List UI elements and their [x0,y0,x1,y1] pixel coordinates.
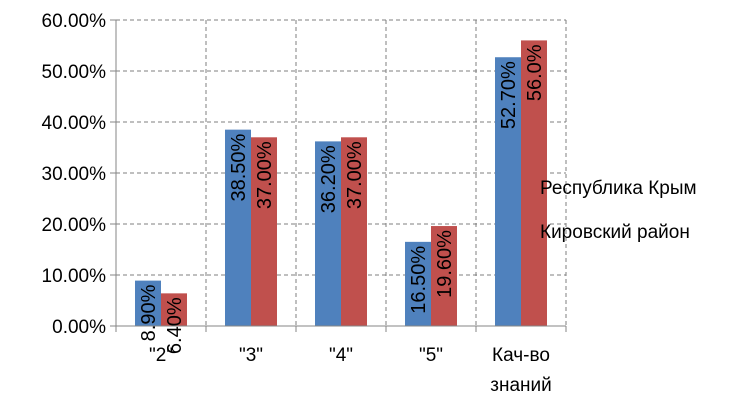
data-label-series0-cat0: 8.90% [138,284,160,341]
y-tick-label-4: 40.00% [42,113,107,134]
x-tick-label-4-line1: знаний [490,375,552,396]
bar-series0-cat0 [135,280,161,326]
bar-series1-cat0 [161,293,187,326]
data-label-series0-cat1: 38.50% [228,133,250,201]
y-tick-label-1: 10.00% [42,266,107,287]
bar-series0-cat3 [405,241,431,326]
bar-series1-cat3 [431,226,457,326]
y-tick-label-6: 60.00% [42,11,107,32]
bar-series1-cat1 [251,137,277,326]
y-tick-label-0: 0.00% [52,317,106,338]
legend-label-series1: Кировский район [540,222,690,243]
bar-series0-cat4 [495,57,521,326]
data-label-series0-cat2: 36.20% [318,145,340,213]
x-tick-label-4-line0: Кач-во [492,345,550,366]
x-tick-labels: "2" "3" "4" "5" Кач-во знаний [149,345,552,396]
legend-label-series0: Республика Крым [540,178,697,199]
axes [110,19,567,332]
data-label-series1-cat0: 6.40% [164,297,186,354]
x-tick-label-1: "3" [239,345,263,366]
y-tick-labels: 0.00% 10.00% 20.00% 30.00% 40.00% 50.00% 60.00… [42,11,107,338]
legend: Республика Крым Кировский район [540,178,697,243]
y-tick-label-2: 20.00% [42,215,107,236]
bar-series1-cat4 [521,40,547,327]
x-tick-label-2: "4" [329,345,353,366]
data-label-series0-cat4: 52.70% [498,61,520,129]
bar-series0-cat2 [315,141,341,326]
bar-series1-cat2 [341,137,367,326]
bars [135,40,547,327]
data-label-series1-cat3: 19.60% [434,230,456,298]
x-tick-label-3: "5" [419,345,443,366]
data-labels: 8.90% 6.40%38.50% 37.00% 36.20% 37.00%16.50%… [138,44,546,354]
x-tick-label-0: "2" [149,345,173,366]
data-label-series1-cat4: 56.0% [524,44,546,101]
data-label-series0-cat3: 16.50% [408,246,430,314]
bar-series0-cat1 [225,129,251,326]
data-label-series1-cat2: 37.00% [344,141,366,209]
y-tick-label-3: 30.00% [42,164,107,185]
y-tick-label-5: 50.00% [42,62,107,83]
data-label-series1-cat1: 37.00% [254,141,276,209]
